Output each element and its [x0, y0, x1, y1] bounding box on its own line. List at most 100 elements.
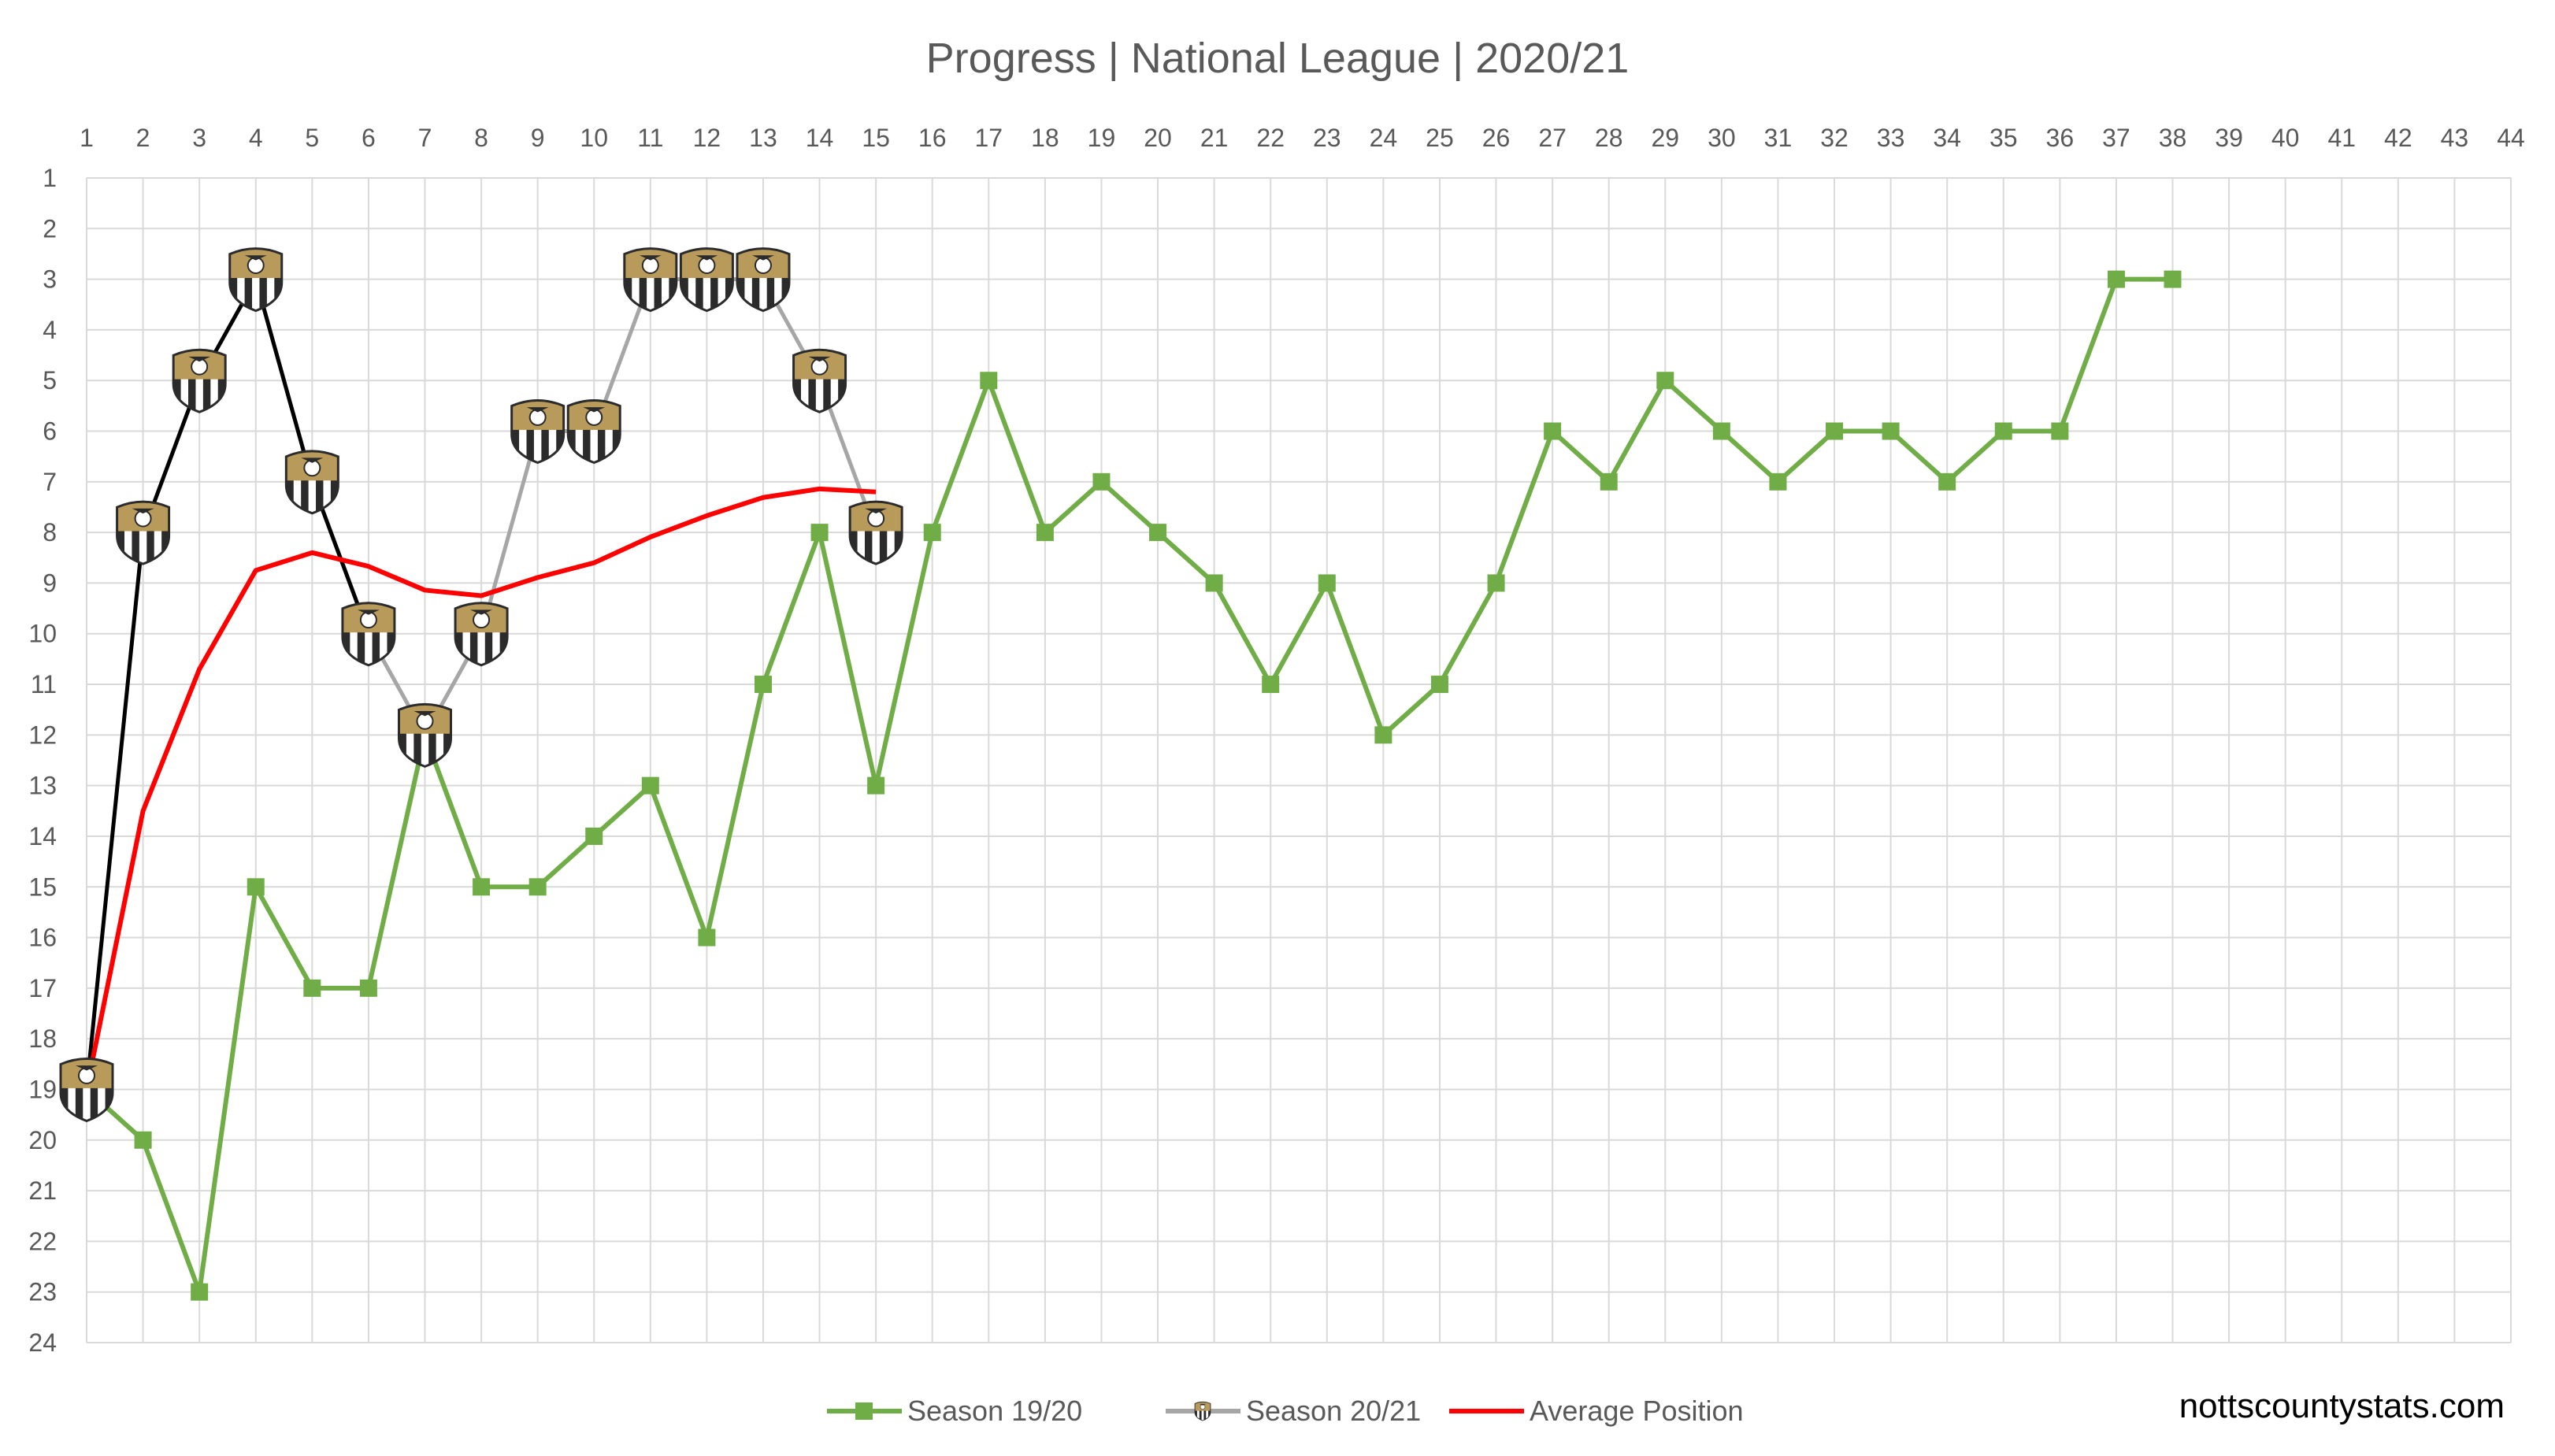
crest-outline	[679, 247, 734, 313]
crest-outline	[510, 399, 566, 465]
x-tick-label: 7	[418, 124, 432, 152]
y-tick-label: 5	[43, 366, 57, 395]
series-line-average-position	[84, 486, 877, 1091]
x-tick-label: 34	[1933, 124, 1961, 152]
y-tick-label: 15	[28, 872, 57, 901]
crest-outline	[172, 348, 227, 413]
y-tick-label: 12	[28, 721, 57, 749]
y-tick-label: 10	[28, 620, 57, 648]
point-season-1920	[1430, 676, 1448, 694]
x-tick-label: 23	[1313, 124, 1341, 152]
y-tick-label: 4	[43, 316, 57, 344]
watermark-text: nottscountystats.com	[2179, 1387, 2505, 1425]
x-tick-label: 31	[1764, 124, 1793, 152]
crest-body	[286, 450, 339, 513]
x-tick-label: 44	[2497, 124, 2525, 152]
x-tick-label: 16	[918, 124, 947, 152]
crest-body	[61, 1058, 113, 1121]
crest-marker	[679, 247, 734, 313]
point-season-1920	[1882, 422, 1900, 440]
point-season-1920	[2051, 422, 2069, 440]
point-season-1920	[2107, 270, 2125, 288]
crest-marker	[792, 348, 847, 413]
y-tick-label: 19	[28, 1075, 57, 1103]
crest-body	[793, 350, 846, 413]
crest-body	[511, 400, 564, 463]
point-season-1920	[359, 979, 377, 997]
crest-marker	[59, 1058, 114, 1123]
crest-outline	[284, 450, 339, 515]
crest-stripe	[639, 276, 647, 311]
x-tick-label: 13	[749, 124, 777, 152]
crest-stripe	[428, 732, 436, 767]
crest-stripe	[1199, 1410, 1202, 1421]
legend-item: Season 19/20	[827, 1395, 1082, 1427]
point-season-1920	[867, 776, 885, 795]
point-season-1920	[303, 979, 321, 997]
crest-body	[173, 350, 226, 413]
crest-marker	[397, 702, 452, 768]
point-season-1920	[1826, 422, 1844, 440]
crest-outline	[116, 500, 171, 565]
x-tick-label: 18	[1031, 124, 1059, 152]
crest-outline	[397, 702, 452, 768]
x-tick-label: 19	[1088, 124, 1116, 152]
x-tick-label: 8	[474, 124, 488, 152]
x-tick-label: 1	[80, 124, 94, 152]
y-tick-label: 17	[28, 974, 57, 1002]
crest-marker	[510, 399, 566, 465]
crest-stripe	[202, 377, 211, 413]
y-tick-label: 14	[28, 822, 57, 850]
point-season-1920	[1600, 472, 1618, 491]
point-season-1920	[1487, 574, 1505, 592]
x-tick-label: 9	[531, 124, 545, 152]
crest-marker	[1194, 1401, 1211, 1421]
series-line-season-2021-late	[254, 277, 878, 737]
crest-outline	[736, 247, 791, 313]
point-season-1920	[585, 827, 603, 845]
x-tick-label: 37	[2102, 124, 2130, 152]
x-tick-label: 14	[806, 124, 834, 152]
legend-item: Average Position	[1449, 1395, 1744, 1427]
crest-stripe	[526, 428, 534, 463]
y-tick-label: 2	[43, 214, 57, 243]
point-season-1920	[1544, 422, 1562, 440]
crest-stripe	[469, 630, 478, 665]
crest-magpie	[1199, 1403, 1207, 1406]
y-tick-label: 7	[43, 468, 57, 496]
point-season-1920	[754, 676, 772, 694]
crest-magpie	[413, 710, 436, 717]
x-tick-label: 27	[1538, 124, 1567, 152]
x-tick-label: 17	[975, 124, 1003, 152]
crest-stripe	[413, 732, 421, 767]
y-tick-label: 6	[43, 417, 57, 446]
x-tick-label: 43	[2441, 124, 2469, 152]
crest-outline	[848, 500, 903, 565]
crest-stripe	[132, 529, 139, 565]
legend-label: Average Position	[1530, 1395, 1744, 1427]
crest-marker	[228, 247, 284, 313]
crest-marker	[172, 348, 227, 413]
x-tick-label: 39	[2215, 124, 2243, 152]
x-tick-label: 5	[305, 124, 319, 152]
point-season-1920	[1205, 574, 1223, 592]
crest-body	[117, 502, 169, 565]
crest-stripe	[864, 529, 873, 565]
point-season-1920	[923, 524, 941, 542]
x-tick-label: 32	[1820, 124, 1849, 152]
crest-magpie	[76, 1065, 98, 1071]
crest-stripe	[654, 276, 662, 311]
crest-stripe	[484, 630, 493, 665]
y-tick-label: 24	[28, 1328, 57, 1357]
crest-magpie	[244, 255, 267, 261]
legend-label: Season 19/20	[907, 1395, 1082, 1427]
crest-marker	[341, 602, 396, 667]
crest-stripe	[766, 276, 775, 311]
crest-body	[850, 502, 903, 565]
crest-stripe	[372, 630, 380, 665]
crest-body	[624, 248, 677, 311]
y-tick-label: 20	[28, 1126, 57, 1154]
y-tick-label: 8	[43, 518, 57, 546]
